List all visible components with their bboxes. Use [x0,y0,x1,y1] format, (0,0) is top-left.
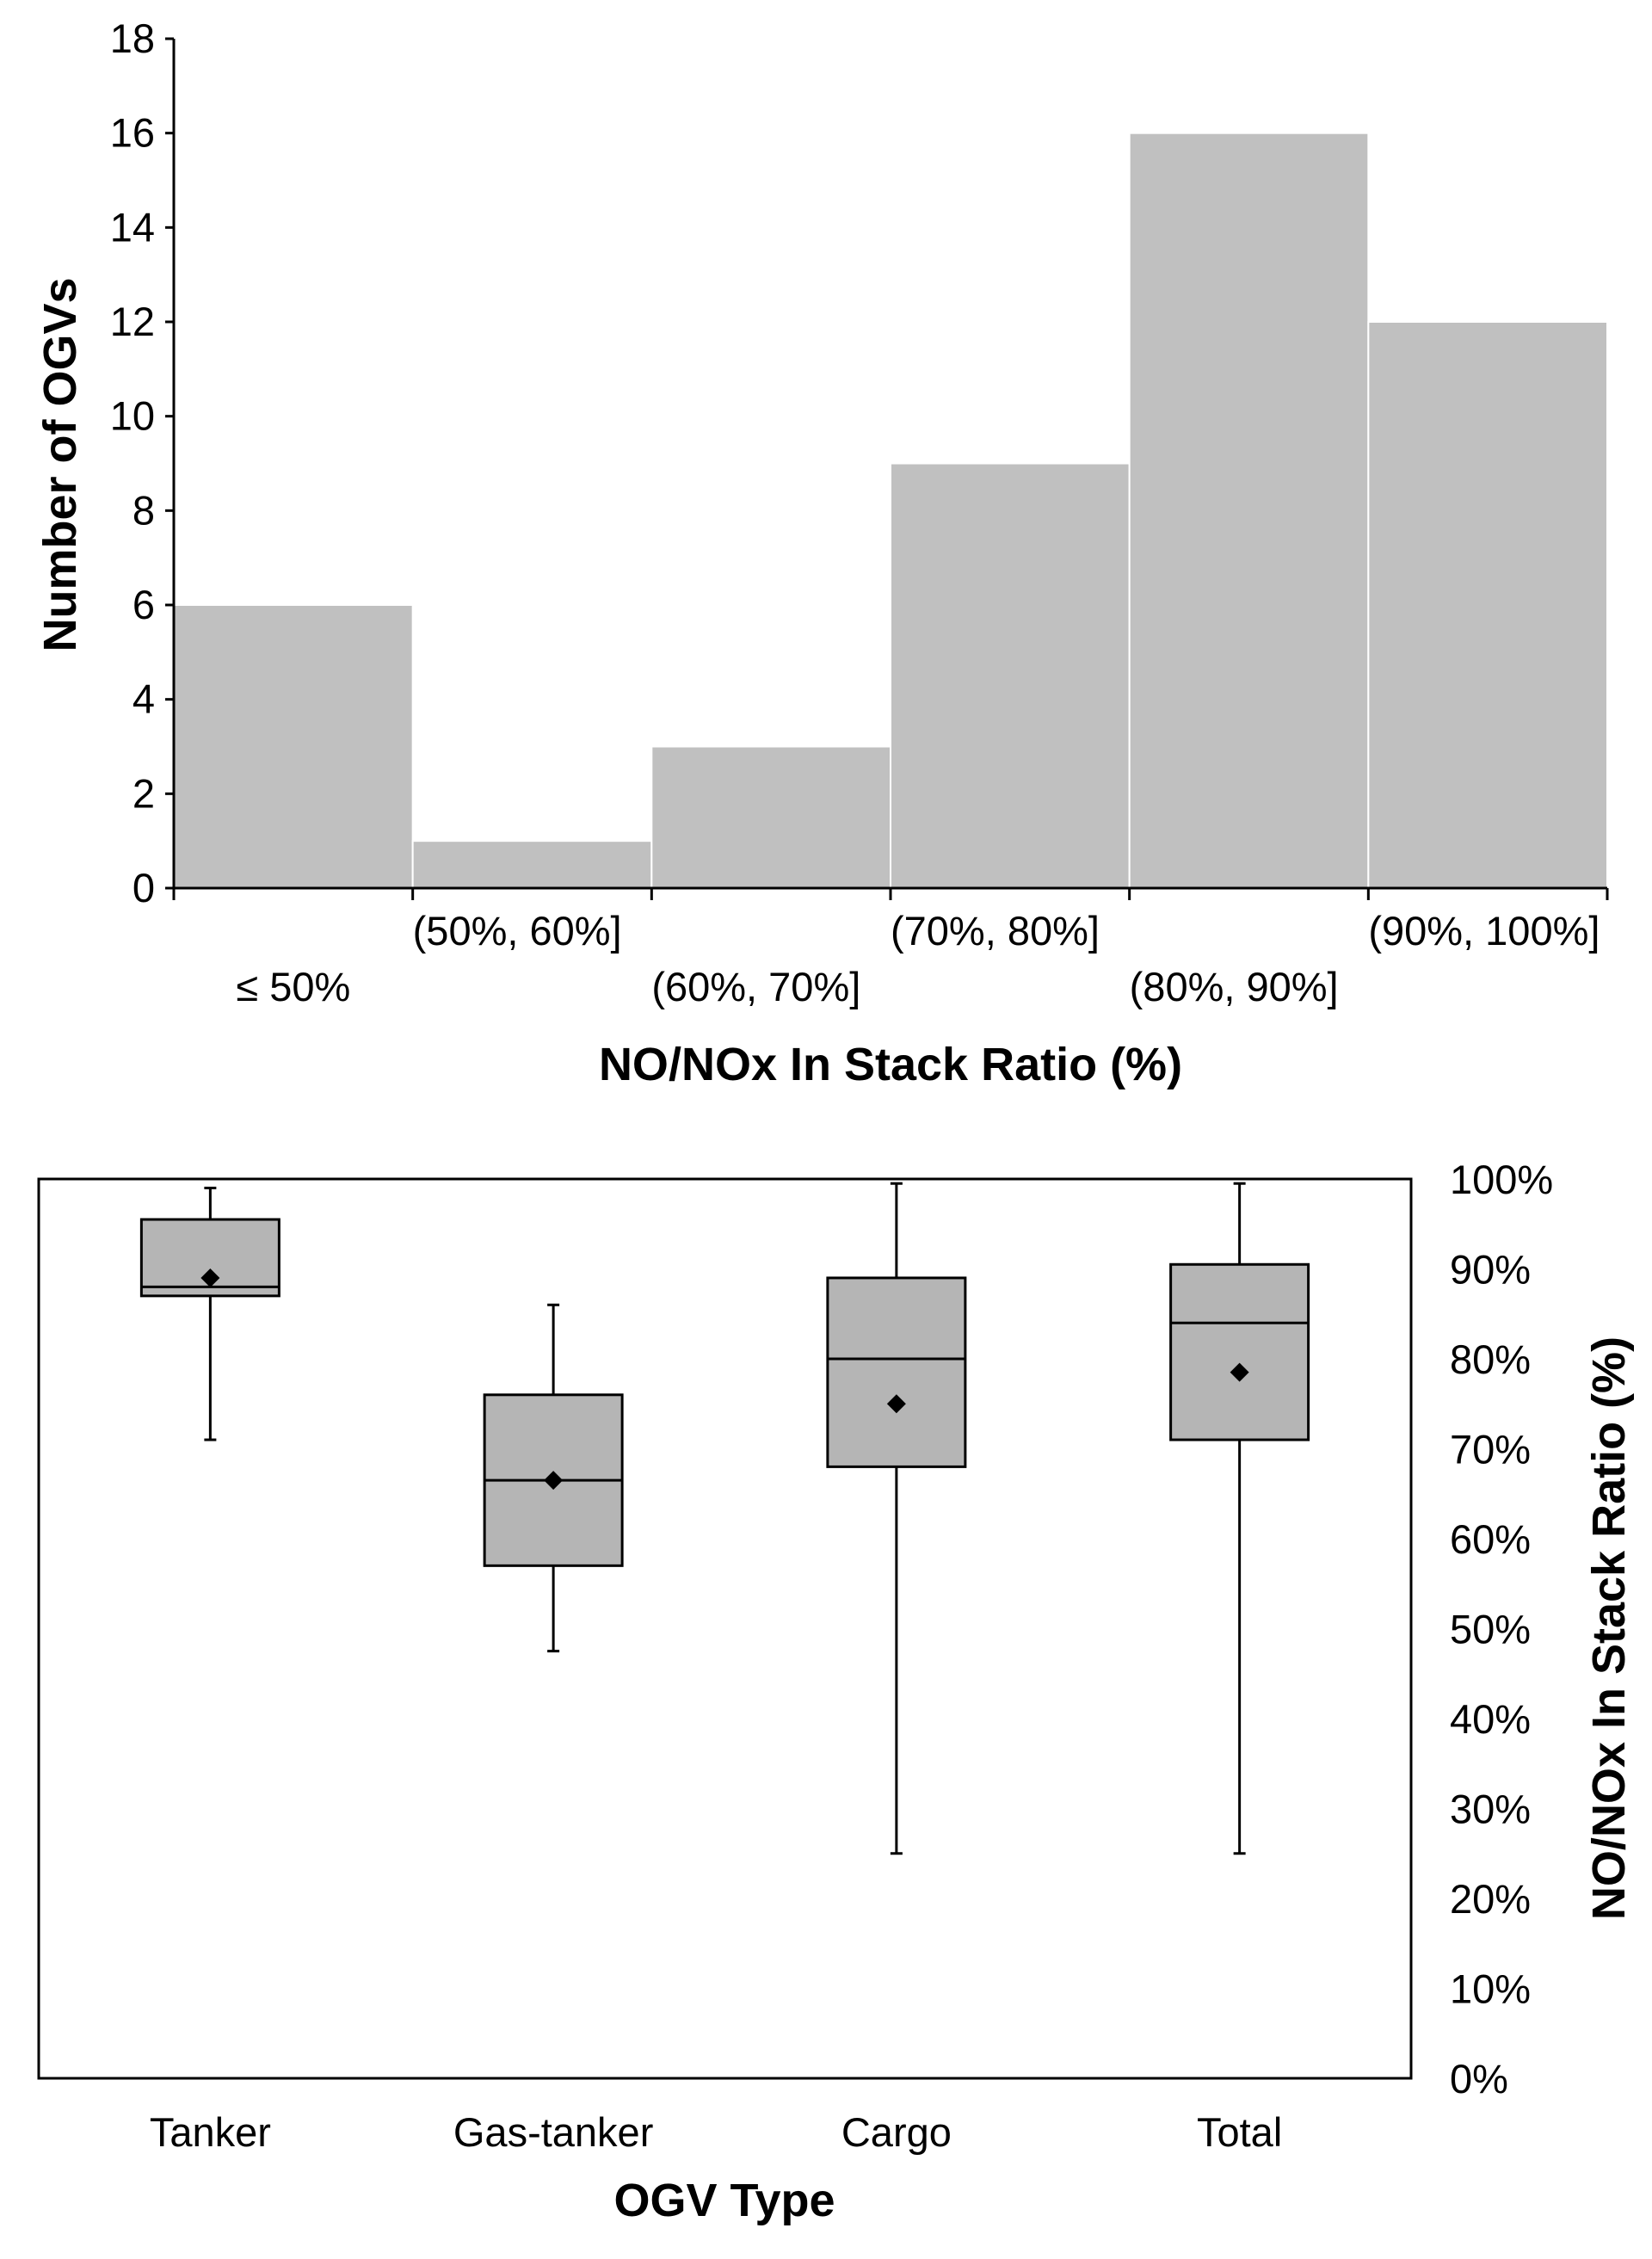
hist-y-axis-title: Number of OGVs [34,277,86,651]
hist-x-axis-title: NO/NOx In Stack Ratio (%) [599,1039,1182,1090]
hist-y-tick-label: 4 [133,676,155,722]
hist-bar [650,745,891,889]
hist-y-tick-label: 14 [110,204,155,250]
box-y-tick-label: 50% [1450,1607,1531,1652]
hist-category-labels: ≤ 50% (50%, 60%] (60%, 70%] (70%, 80%] (80%,… [236,908,1600,1009]
hist-bar [1128,132,1370,889]
box-category-label: Tanker [150,2109,271,2155]
hist-y-tick-label: 16 [110,110,155,156]
box-body [826,1276,967,1468]
box-body [1169,1262,1310,1441]
boxplot-chart: 0% 10% 20% 30% 40% 50% 60% 70% 80% 90% 100% Tanker… [37,1157,1635,2226]
box-mean-marker [1230,1362,1249,1382]
box-y-tick-label: 30% [1450,1787,1531,1832]
box-y-tick-label: 10% [1450,1966,1531,2012]
histogram-bars [173,132,1609,890]
box-mean-marker [200,1268,220,1287]
box-y-tick-label: 90% [1450,1247,1531,1293]
hist-bar [1367,321,1609,889]
hist-y-tick-label: 2 [133,770,155,816]
hist-category-label: (60%, 70%] [651,964,860,1009]
box-y-tick-label: 40% [1450,1696,1531,1742]
box-mean-marker [886,1394,906,1414]
hist-y-tick-label: 6 [133,582,155,627]
boxplot-frame [37,1177,1413,2080]
histogram-chart: 0 2 4 6 8 10 12 14 16 18 ≤ 50% (50%, 60%] (60%, 70%… [34,15,1609,1090]
hist-y-tick-label: 8 [133,487,155,533]
box-y-tick-label: 70% [1450,1427,1531,1472]
box-y-tick-label: 0% [1450,2056,1508,2102]
box-y-tick-label: 60% [1450,1516,1531,1562]
box-y-tick-label: 20% [1450,1876,1531,1922]
hist-category-label: (90%, 100%] [1368,908,1600,954]
hist-y-tick-label: 12 [110,299,155,344]
hist-y-tick-label: 10 [110,393,155,439]
hist-y-tick-label: 0 [133,865,155,910]
box-x-axis-title: OGV Type [613,2175,835,2226]
box-category-label: Gas-tanker [453,2109,653,2155]
box-y-ticks: 0% 10% 20% 30% 40% 50% 60% 70% 80% 90% 100% [1450,1157,1553,2102]
hist-y-ticks: 0 2 4 6 8 10 12 14 16 18 [110,15,174,910]
box-y-tick-label: 80% [1450,1336,1531,1382]
hist-bar [173,604,414,889]
boxplot-boxes [139,1182,1310,1855]
hist-bar [890,462,1131,889]
hist-category-label: ≤ 50% [236,964,350,1009]
box-mean-marker [544,1471,564,1491]
box-y-axis-title: NO/NOx In Stack Ratio (%) [1583,1336,1635,1920]
hist-category-label: (50%, 60%] [413,908,622,954]
hist-bar [411,840,653,890]
hist-category-label: (70%, 80%] [891,908,1100,954]
hist-x-ticks [172,888,1609,900]
hist-y-tick-label: 18 [110,15,155,61]
box-category-labels: Tanker Gas-tanker Cargo Total [150,2109,1282,2155]
box-category-label: Total [1197,2109,1282,2155]
hist-category-label: (80%, 90%] [1130,964,1339,1009]
box-y-tick-label: 100% [1450,1157,1553,1202]
box-category-label: Cargo [841,2109,952,2155]
